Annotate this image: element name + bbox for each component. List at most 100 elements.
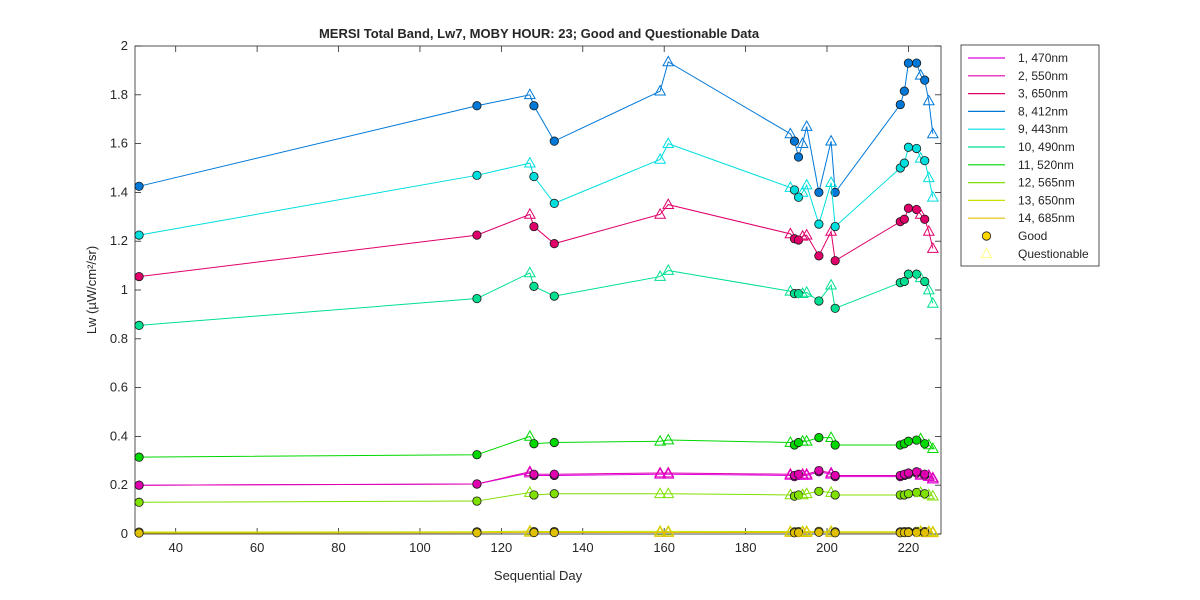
- data-point-good: [529, 221, 539, 232]
- legend-label: 8, 412nm: [1018, 104, 1068, 118]
- data-point-good: [472, 496, 482, 506]
- data-point-questionable: [800, 285, 813, 297]
- data-point-questionable: [654, 207, 667, 219]
- data-point-questionable: [662, 524, 675, 536]
- x-axis-label: Sequential Day: [494, 568, 583, 583]
- data-point-good: [830, 470, 840, 481]
- data-point-questionable: [654, 526, 667, 537]
- data-point-questionable: [662, 526, 675, 537]
- data-point-good: [911, 58, 922, 68]
- data-point-good: [793, 192, 804, 202]
- data-point-good: [903, 489, 914, 499]
- y-axis-label: Lw (µW/cm²/sr): [84, 246, 99, 334]
- data-point-good: [830, 187, 840, 197]
- data-point-good: [899, 276, 909, 287]
- x-axis: 40 60 80 100 120 140 160 180 200 220: [168, 46, 919, 555]
- data-point-good: [814, 251, 824, 261]
- data-point-questionable: [926, 526, 939, 538]
- legend-label: 13, 650nm: [1018, 193, 1075, 207]
- data-point-questionable: [796, 137, 809, 148]
- legend-marker-questionable: [980, 247, 993, 259]
- data-point-good: [920, 469, 930, 479]
- data-point-questionable: [825, 278, 838, 290]
- y-tick-label: 1.6: [110, 136, 128, 151]
- legend-label: Good: [1018, 229, 1047, 243]
- data-point-good: [789, 136, 800, 146]
- plot-area: [134, 45, 942, 535]
- legend-label: 2, 550nm: [1018, 69, 1068, 83]
- series-3: [134, 55, 939, 197]
- y-axis: 0 0.2 0.4 0.6 0.8 1 1.2 1.4 1.6 1.8 2: [110, 38, 941, 541]
- data-point-good: [472, 101, 482, 111]
- legend-label: 14, 685nm: [1018, 211, 1075, 225]
- data-point-good: [134, 497, 144, 507]
- data-point-good: [899, 86, 909, 96]
- legend-label: 9, 443nm: [1018, 122, 1068, 136]
- data-point-questionable: [800, 526, 813, 537]
- data-point-good: [899, 214, 909, 224]
- data-point-questionable: [926, 471, 939, 483]
- data-point-good: [549, 239, 559, 249]
- data-point-questionable: [796, 287, 809, 299]
- y-tick-label: 0.4: [110, 428, 128, 443]
- data-point-good: [472, 479, 482, 489]
- data-point-questionable: [523, 156, 536, 168]
- data-point-questionable: [654, 270, 667, 281]
- y-tick-label: 1.2: [110, 233, 128, 248]
- legend-marker-good: [981, 231, 992, 241]
- y-tick-label: 0: [121, 526, 128, 541]
- data-point-questionable: [523, 207, 536, 219]
- data-point-good: [529, 171, 539, 182]
- data-point-questionable: [825, 134, 838, 146]
- y-tick-label: 1.4: [110, 184, 128, 199]
- data-point-good: [920, 489, 930, 499]
- x-tick-label: 200: [816, 540, 838, 555]
- data-point-good: [830, 303, 840, 313]
- data-point-good: [549, 198, 559, 208]
- data-point-good: [814, 527, 824, 537]
- data-point-good: [789, 185, 800, 195]
- data-point-good: [895, 99, 905, 110]
- data-point-questionable: [800, 119, 813, 131]
- data-point-questionable: [926, 241, 939, 253]
- data-point-questionable: [654, 487, 667, 499]
- data-point-questionable: [654, 152, 667, 164]
- x-tick-label: 220: [898, 540, 920, 555]
- data-point-questionable: [662, 198, 675, 209]
- series-2: [134, 198, 939, 282]
- data-point-questionable: [922, 171, 935, 183]
- y-tick-label: 1.8: [110, 87, 128, 102]
- data-point-good: [549, 437, 559, 448]
- data-point-questionable: [922, 94, 935, 106]
- y-tick-label: 0.6: [110, 380, 128, 395]
- legend-label: 10, 490nm: [1018, 140, 1075, 154]
- x-tick-label: 80: [331, 540, 345, 555]
- data-point-questionable: [662, 137, 675, 148]
- data-point-good: [549, 469, 559, 479]
- data-point-questionable: [654, 524, 667, 536]
- data-point-good: [830, 221, 840, 232]
- data-point-questionable: [654, 434, 667, 446]
- data-point-good: [911, 467, 922, 477]
- data-point-questionable: [523, 266, 536, 278]
- data-point-good: [814, 465, 824, 476]
- series-7: [134, 485, 939, 507]
- data-point-good: [793, 152, 804, 162]
- data-point-questionable: [926, 489, 939, 501]
- data-point-questionable: [800, 178, 813, 190]
- data-point-good: [830, 440, 840, 450]
- data-point-questionable: [922, 283, 935, 295]
- data-point-good: [134, 528, 144, 538]
- data-point-good: [814, 219, 824, 229]
- data-point-good: [903, 436, 914, 446]
- data-point-good: [920, 156, 930, 166]
- data-point-good: [903, 269, 914, 279]
- data-point-questionable: [662, 466, 675, 478]
- data-point-questionable: [662, 55, 675, 67]
- data-point-good: [529, 281, 539, 291]
- data-point-questionable: [662, 263, 675, 275]
- data-point-good: [830, 256, 840, 266]
- data-point-questionable: [654, 466, 667, 478]
- legend-box: [960, 44, 1100, 267]
